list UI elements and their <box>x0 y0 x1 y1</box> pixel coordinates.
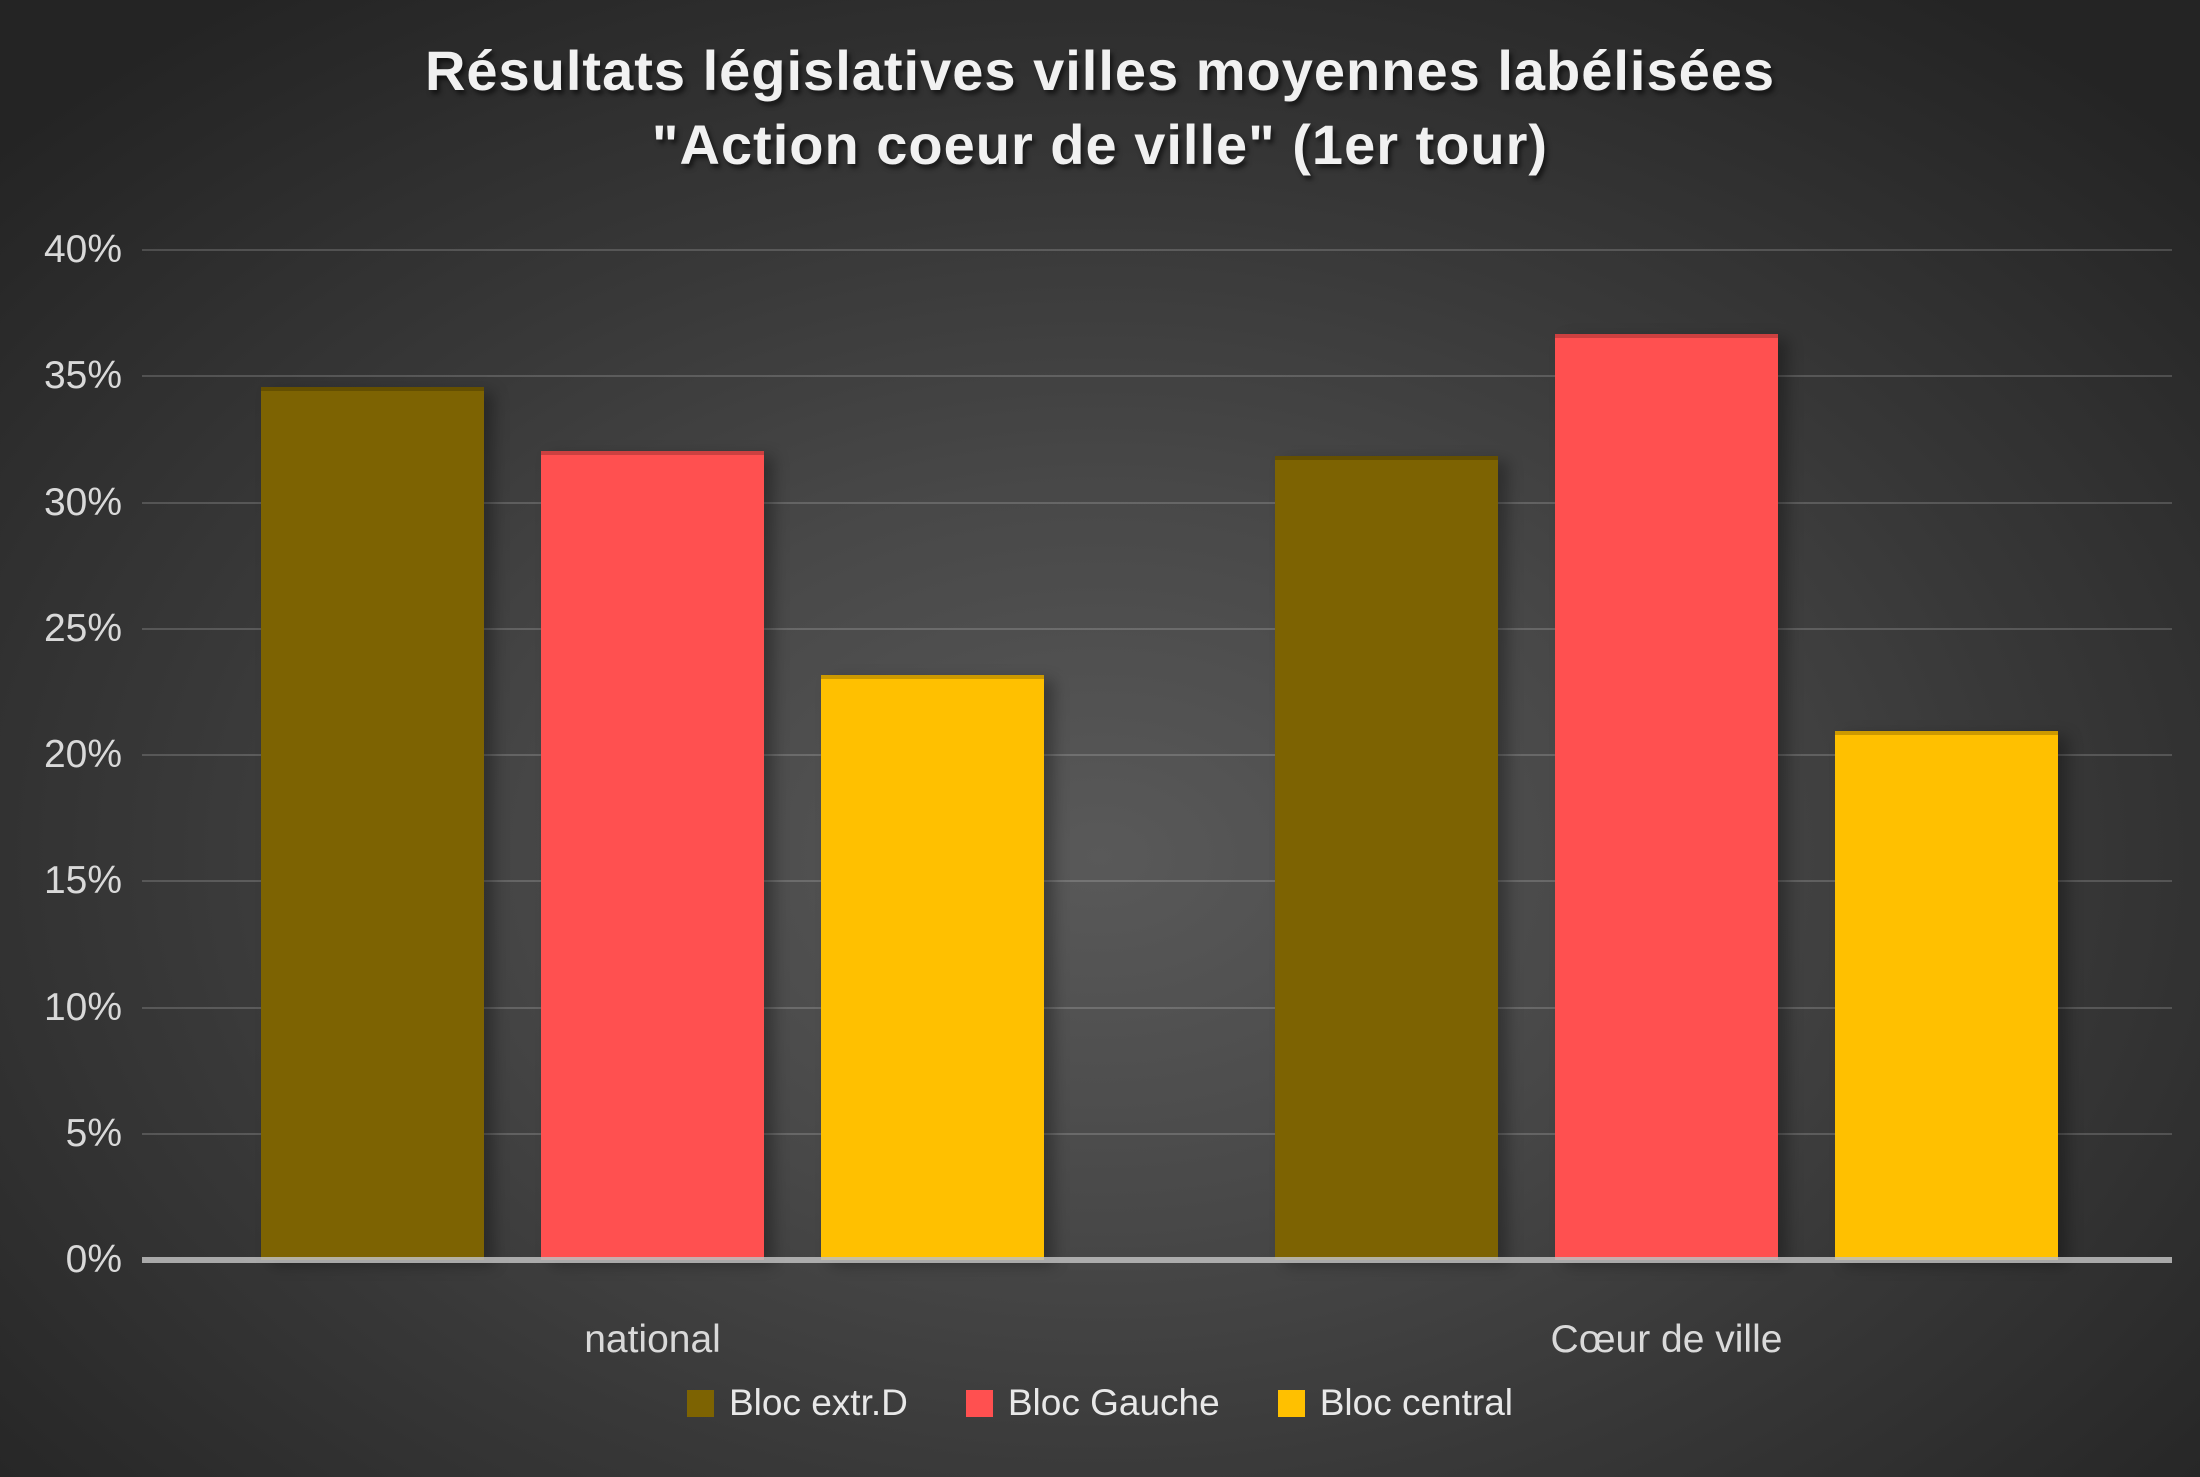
gridline-20 <box>142 754 2172 756</box>
ytick-label-40: 40% <box>43 228 122 271</box>
bar-bloc-extr-d-cœur-de-ville <box>1275 455 1498 1260</box>
legend-swatch-icon <box>1277 1389 1305 1417</box>
chart-title: Résultats législatives villes moyennes l… <box>0 34 2200 182</box>
ytick-label-20: 20% <box>43 733 122 776</box>
legend-item-1: Bloc Gauche <box>965 1382 1220 1424</box>
bar-bloc-gauche-cœur-de-ville <box>1555 334 1778 1260</box>
ytick-label-30: 30% <box>43 480 122 524</box>
gridline-35 <box>142 375 2172 378</box>
category-label-1: Cœur de ville <box>1550 1318 1783 1361</box>
legend-label: Bloc central <box>1319 1382 1514 1423</box>
gridline-5 <box>142 1132 2172 1135</box>
ytick-label-10: 10% <box>43 985 122 1029</box>
bar-bloc-central-cœur-de-ville <box>1835 730 2058 1260</box>
ytick-label-25: 25% <box>43 606 122 650</box>
plot-area: 0% 5% 10% 15% 20% 25% 30% 35% 40% <box>44 228 2172 1281</box>
legend-item-2: Bloc central <box>1277 1382 1514 1424</box>
legend: Bloc extr.D Bloc Gauche Bloc central <box>0 1382 2200 1424</box>
legend-label: Bloc extr.D <box>728 1382 908 1423</box>
gridline-25 <box>142 627 2172 630</box>
chart-title-line2: "Action coeur de ville" (1er tour) <box>651 112 1549 176</box>
gridline-10 <box>142 1006 2172 1009</box>
chart-title-line1: Résultats législatives villes moyennes l… <box>424 39 1776 102</box>
legend-swatch-icon <box>686 1389 714 1417</box>
gridline-40 <box>142 249 2172 251</box>
legend-swatch-icon <box>965 1389 993 1417</box>
ytick-label-15: 15% <box>43 859 122 903</box>
gridline-15 <box>142 880 2172 883</box>
x-axis-line <box>142 1257 2172 1263</box>
ytick-label-0: 0% <box>65 1238 122 1281</box>
legend-item-0: Bloc extr.D <box>686 1382 908 1424</box>
bar-bloc-extr-d-national <box>261 387 484 1260</box>
legend-label: Bloc Gauche <box>1007 1382 1220 1423</box>
gridline-30 <box>142 501 2172 504</box>
ytick-label-35: 35% <box>43 354 122 398</box>
bar-bloc-central-national <box>821 675 1044 1260</box>
category-label-0: national <box>584 1318 721 1361</box>
ytick-label-5: 5% <box>65 1111 122 1155</box>
bar-bloc-gauche-national <box>541 450 764 1260</box>
